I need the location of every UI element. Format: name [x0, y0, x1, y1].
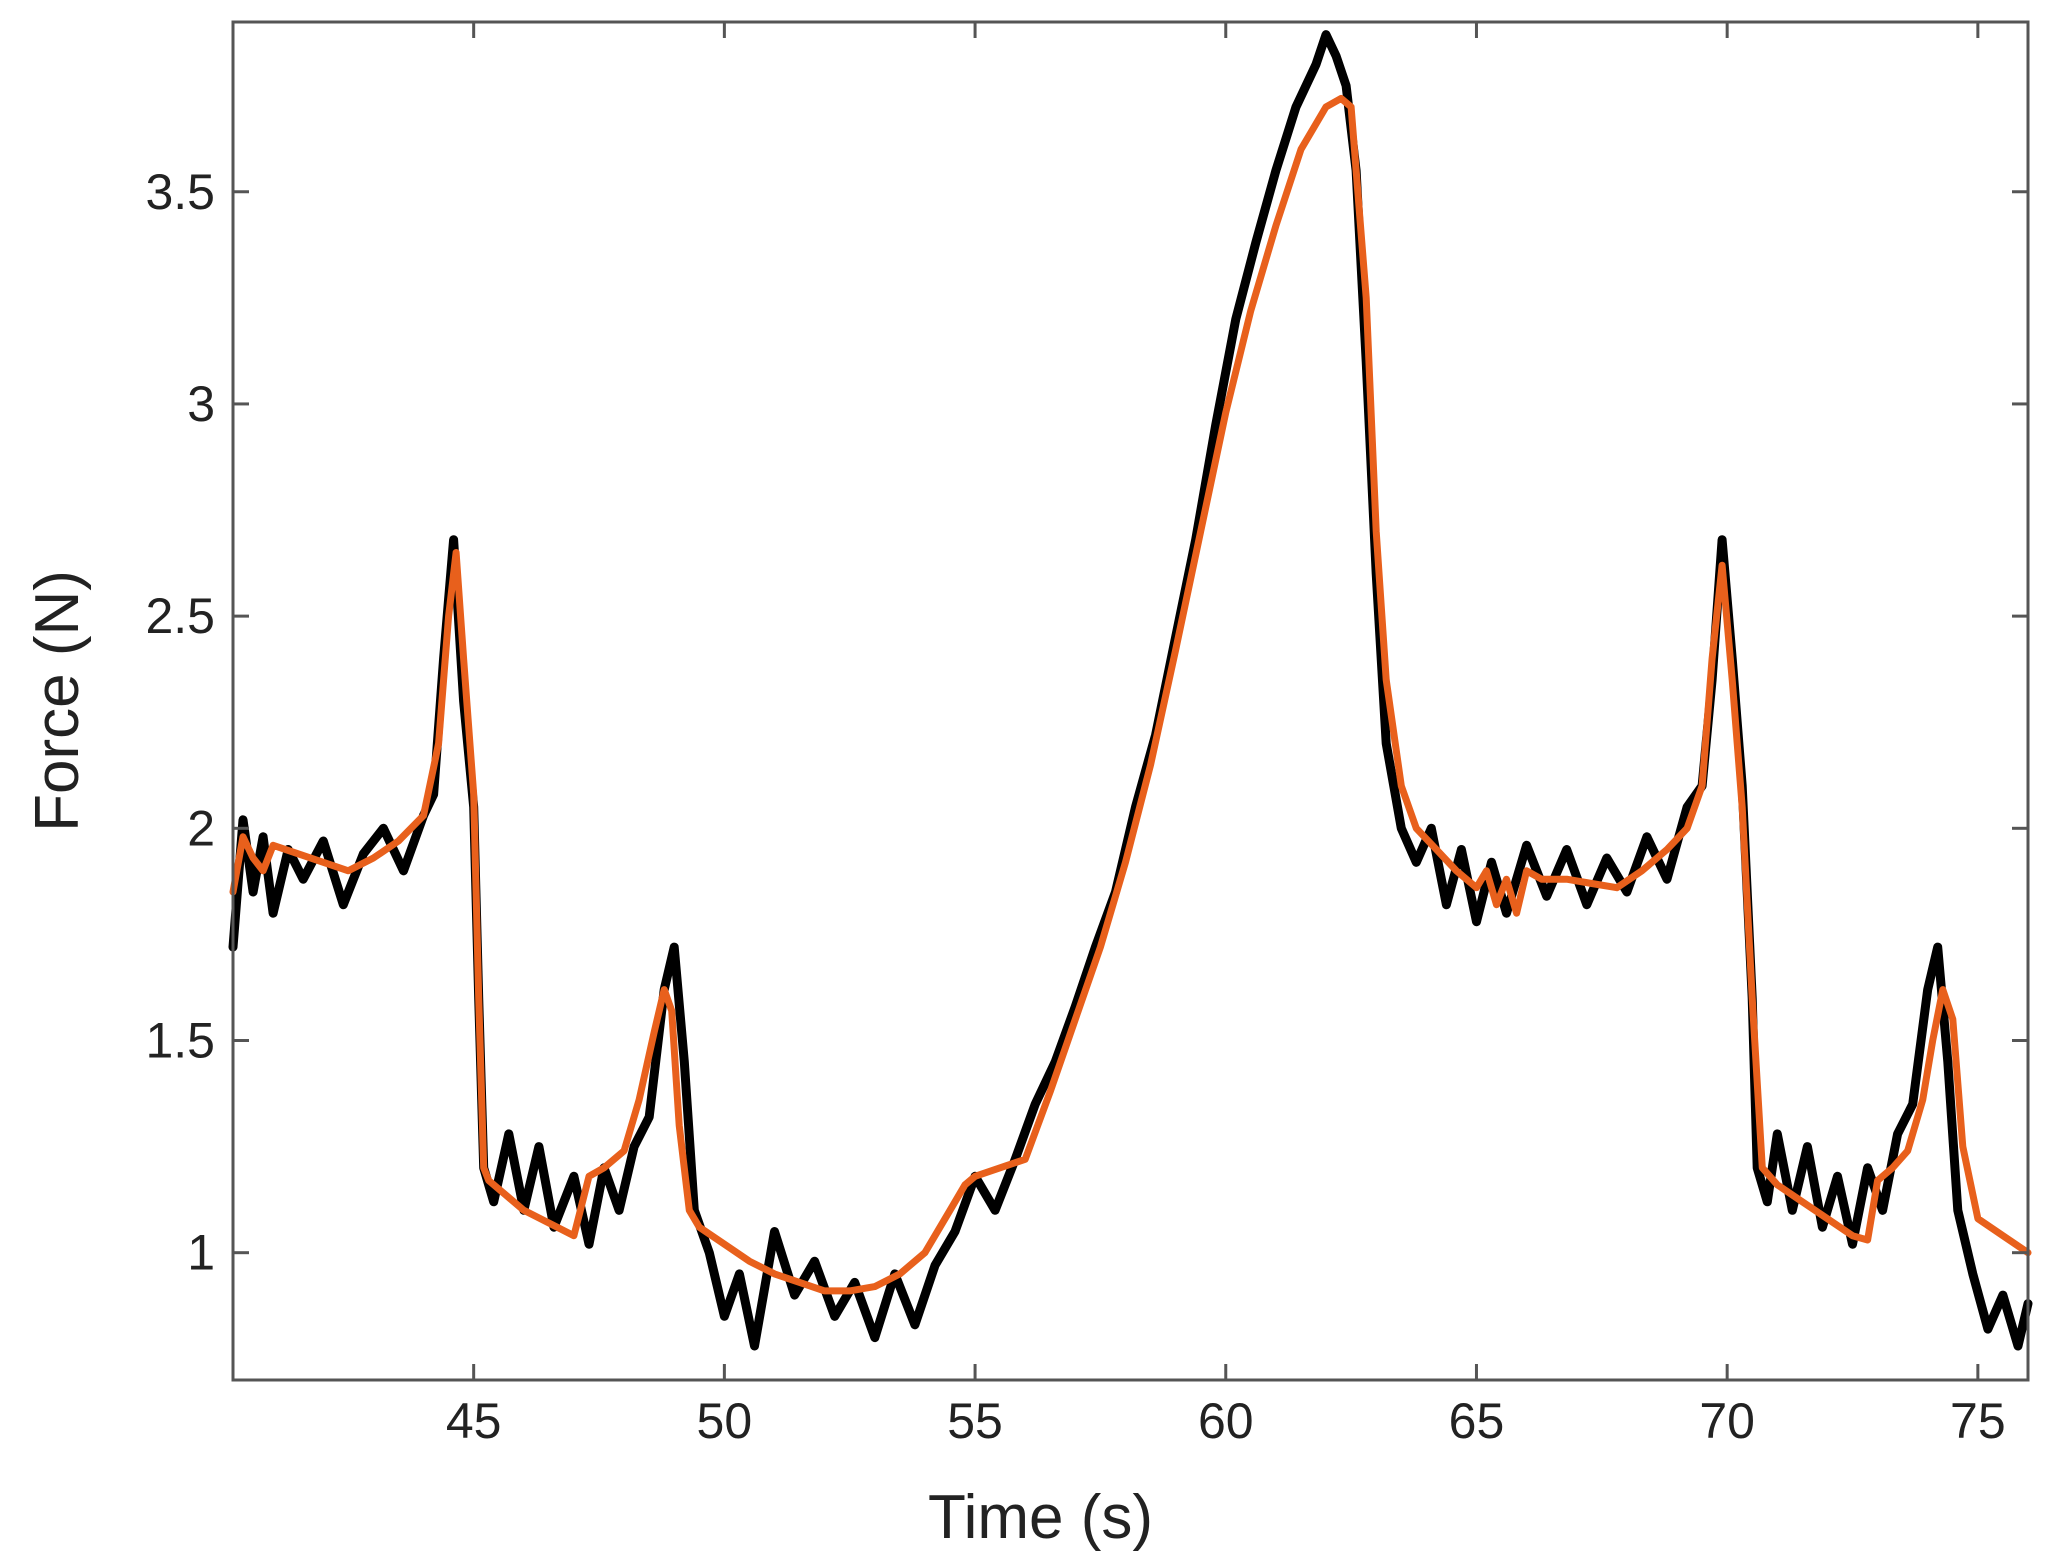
x-tick-label: 70	[1699, 1393, 1755, 1449]
x-tick-label: 50	[697, 1393, 753, 1449]
y-tick-label: 2	[187, 800, 215, 856]
x-axis-title: Time (s)	[928, 1483, 1153, 1552]
x-tick-label: 60	[1198, 1393, 1254, 1449]
smoothed-fit-line	[229, 94, 2032, 1295]
y-tick-label: 1.5	[145, 1013, 215, 1069]
x-axis: 45 50 55 60 65 70 75	[446, 22, 2006, 1449]
x-tick-label: 45	[446, 1393, 502, 1449]
y-axis-title: Force (N)	[23, 570, 92, 832]
plot-frame	[231, 20, 2030, 1382]
x-tick-label: 65	[1449, 1393, 1505, 1449]
x-tick-label: 55	[947, 1393, 1003, 1449]
x-tick-label: 75	[1950, 1393, 2006, 1449]
y-tick-label: 1	[187, 1225, 215, 1281]
series-layer	[228, 30, 2033, 1351]
plot-area	[233, 22, 2028, 1380]
y-tick-label: 3.5	[145, 164, 215, 220]
y-tick-label: 2.5	[145, 588, 215, 644]
y-axis: 1 1.5 2 2.5 3 3.5	[145, 164, 2028, 1281]
y-tick-label: 3	[187, 376, 215, 432]
